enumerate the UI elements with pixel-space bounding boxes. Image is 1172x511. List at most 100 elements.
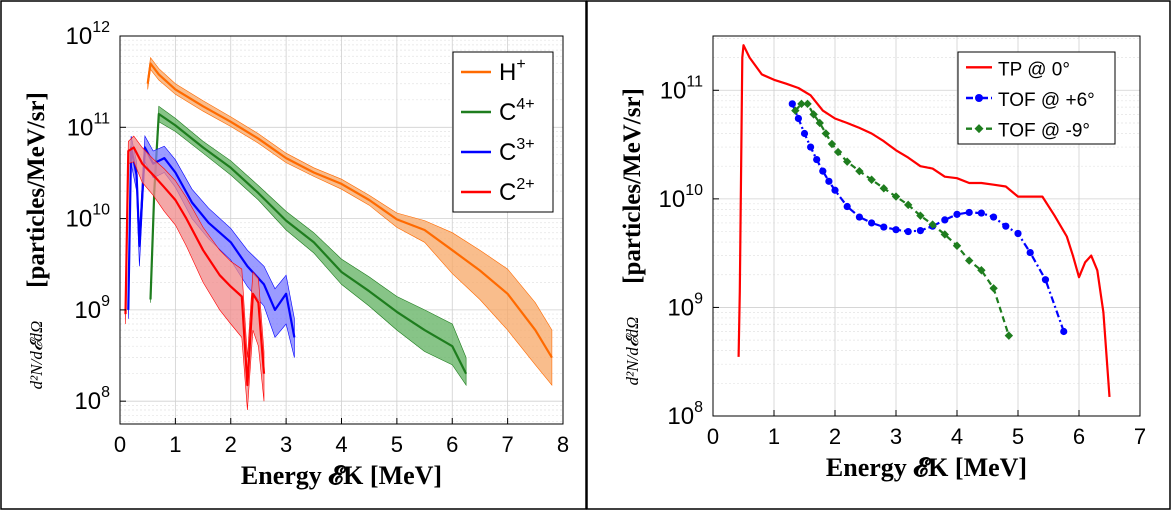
x-tick-label: 0 xyxy=(114,432,126,457)
x-tick-label: 4 xyxy=(335,432,347,457)
y-tick-base: 10 xyxy=(667,403,694,430)
y-tick-base: 10 xyxy=(67,114,94,141)
legend-marker-1 xyxy=(975,94,983,102)
legend-label-0: H+ xyxy=(499,56,526,86)
series-2-point xyxy=(791,106,800,115)
y-axis-label-group: d²N/d𝓔dΩ [particles/MeV/sr] xyxy=(23,92,50,389)
series-1-point xyxy=(800,129,809,138)
y-tick-base: 10 xyxy=(74,388,101,415)
series-2-line xyxy=(127,146,296,338)
y-axis-label-prefix: d²N/d𝓔dΩ xyxy=(623,317,642,386)
y-tick-label: 1010 xyxy=(66,202,111,233)
series-1-point xyxy=(843,202,851,211)
x-tick-label: 1 xyxy=(169,432,181,457)
y-axis-label-group: d²N/d𝓔dΩ [particles/MeV/sr] xyxy=(619,88,646,385)
x-tick-label: 8 xyxy=(557,432,569,457)
series-1-band xyxy=(150,105,467,387)
series-2-point xyxy=(855,166,864,176)
series-1-point xyxy=(813,155,821,164)
x-tick-label: 5 xyxy=(391,432,403,457)
series-2-point xyxy=(833,147,843,157)
series-2-point xyxy=(821,129,831,138)
series-0-line xyxy=(737,44,1111,397)
y-tick-exp: 12 xyxy=(92,19,110,36)
y-tick-base: 10 xyxy=(66,206,93,233)
series-2-point xyxy=(803,99,812,109)
legend-label-sup: 3+ xyxy=(516,136,534,153)
y-tick-base: 10 xyxy=(659,186,686,213)
x-tick-label: 3 xyxy=(280,432,292,457)
x-axis-label: Energy 𝓔K [MeV] xyxy=(826,453,1027,482)
y-tick-base: 10 xyxy=(66,23,93,50)
series-2-point xyxy=(867,175,876,184)
legend-label-base: C xyxy=(499,139,516,166)
series-group xyxy=(124,56,553,411)
y-tick-label: 1012 xyxy=(66,19,111,50)
legend: TP @ 0° TOF @ +6° TOF @ -9° xyxy=(957,51,1116,145)
series-1-point xyxy=(953,210,961,218)
series-group xyxy=(737,44,1111,397)
x-axis-label: Energy 𝓔K [MeV] xyxy=(241,461,442,490)
series-1-point xyxy=(855,213,864,221)
series-1-point xyxy=(880,223,888,231)
series-2-point xyxy=(879,184,888,193)
y-tick-base: 10 xyxy=(667,294,694,321)
legend-label-base: C xyxy=(499,179,516,206)
series-2-point xyxy=(916,211,925,220)
series-2-point xyxy=(928,220,937,229)
series-2-point xyxy=(940,230,949,239)
series-2-point xyxy=(891,192,901,201)
series-2-point xyxy=(827,139,837,149)
series-3-band xyxy=(125,135,265,411)
legend-label-2: TOF @ -9° xyxy=(998,121,1090,142)
legend-label-sup: 4+ xyxy=(516,96,534,113)
y-axis-label: [particles/MeV/sr] xyxy=(23,92,50,288)
y-tick-label: 1010 xyxy=(659,182,704,213)
y-tick-base: 10 xyxy=(74,297,101,324)
x-tick-label: 5 xyxy=(1012,424,1024,449)
series-1-point xyxy=(807,143,815,151)
series-1-point xyxy=(788,100,796,108)
legend-label-1: C4+ xyxy=(499,96,535,126)
series-1-point xyxy=(1026,248,1034,257)
legend-marker-2 xyxy=(974,124,984,134)
series-2-point xyxy=(952,241,962,250)
x-tick-label: 4 xyxy=(951,424,963,449)
series-2-point xyxy=(843,157,852,166)
y-tick-label: 108 xyxy=(667,399,703,430)
series-1-point xyxy=(831,186,839,194)
x-tick-label: 6 xyxy=(1073,424,1085,449)
x-tick-label: 2 xyxy=(829,424,841,449)
series-1-point xyxy=(990,213,998,221)
legend-label-1: TOF @ +6° xyxy=(998,90,1095,111)
series-1-line xyxy=(149,112,468,375)
series-2-point xyxy=(965,256,974,265)
y-axis-label-prefix: d²N/d𝓔dΩ xyxy=(27,321,46,390)
series-2-point xyxy=(977,266,986,275)
y-tick-exp: 8 xyxy=(694,399,703,416)
series-1-point xyxy=(941,216,949,224)
legend-label-2: C3+ xyxy=(499,136,535,166)
legend: H+C4+C3+C2+ xyxy=(452,51,554,213)
series-1-point xyxy=(1041,276,1050,284)
y-tick-exp: 11 xyxy=(93,110,110,127)
legend-label-sup: 2+ xyxy=(516,176,534,193)
series-1-point xyxy=(819,167,827,175)
x-tick-label: 0 xyxy=(707,424,719,449)
legend-label-3: C2+ xyxy=(499,176,535,206)
series-2-point xyxy=(904,200,913,210)
series-2-point xyxy=(797,99,806,109)
series-2-point xyxy=(815,118,824,128)
series-1-point xyxy=(1002,222,1010,230)
series-2-point xyxy=(1004,331,1014,340)
legend-box xyxy=(452,51,554,213)
series-2-line xyxy=(794,102,1010,336)
series-1-point xyxy=(965,208,973,217)
y-tick-exp: 10 xyxy=(685,182,703,199)
y-tick-exp: 9 xyxy=(694,290,703,307)
legend-label-sup: + xyxy=(516,56,525,73)
y-tick-label: 1011 xyxy=(660,73,703,104)
y-axis-label: [particles/MeV/sr] xyxy=(619,88,646,284)
